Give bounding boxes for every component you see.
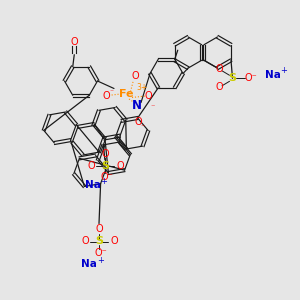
- Text: Na: Na: [85, 180, 101, 190]
- Text: S: S: [95, 236, 103, 247]
- Text: +: +: [280, 66, 287, 75]
- Text: O: O: [101, 149, 109, 159]
- Text: +: +: [97, 256, 104, 265]
- Text: O⁻: O⁻: [94, 248, 107, 258]
- Text: Na: Na: [81, 259, 96, 269]
- Text: O: O: [88, 161, 95, 171]
- Text: ⁻: ⁻: [151, 102, 155, 111]
- Text: ⁻: ⁻: [110, 87, 114, 96]
- Text: 3+: 3+: [137, 83, 148, 92]
- Text: O: O: [82, 236, 89, 247]
- Text: S: S: [101, 161, 109, 171]
- Text: O: O: [110, 236, 118, 247]
- Text: N: N: [131, 99, 142, 112]
- Text: O: O: [116, 161, 124, 171]
- Text: O: O: [95, 224, 103, 235]
- Text: O: O: [134, 117, 142, 127]
- Text: O: O: [145, 91, 152, 101]
- Text: Na: Na: [265, 70, 281, 80]
- Text: ⁻: ⁻: [140, 123, 145, 132]
- Text: S: S: [229, 73, 236, 83]
- Text: O: O: [103, 91, 110, 101]
- Text: Fe: Fe: [119, 89, 133, 100]
- Text: +: +: [100, 177, 107, 186]
- Text: O⁻: O⁻: [244, 73, 257, 83]
- Text: O: O: [215, 82, 223, 92]
- Text: O: O: [70, 37, 78, 47]
- Text: O: O: [131, 71, 139, 82]
- Text: O: O: [215, 64, 223, 74]
- Text: O⁻: O⁻: [100, 172, 113, 182]
